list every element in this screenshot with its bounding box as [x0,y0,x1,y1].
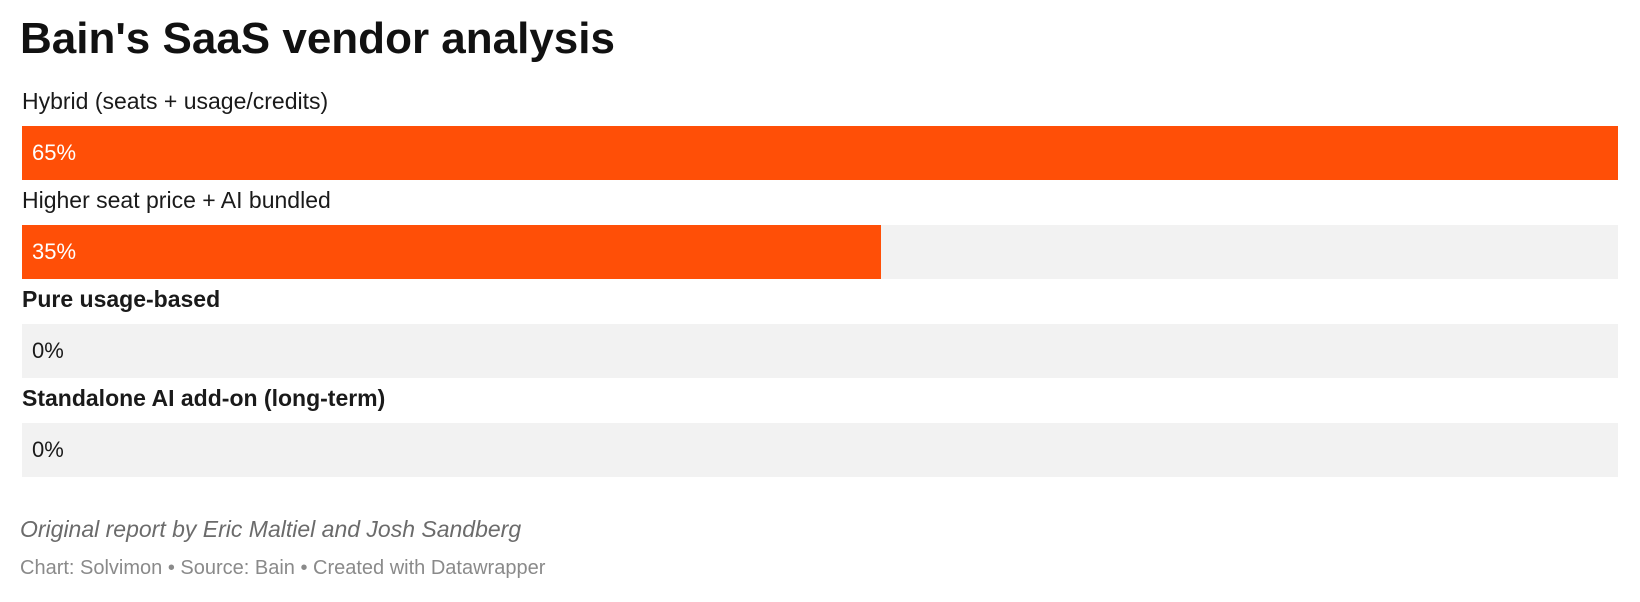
bar-track: 35% [22,225,1618,279]
bar-row: Hybrid (seats + usage/credits) 65% [22,88,1618,187]
value-label: 0% [32,338,64,363]
category-label: Pure usage-based [22,286,221,312]
category-label: Hybrid (seats + usage/credits) [22,88,329,114]
bar-chart: Hybrid (seats + usage/credits) 65% Highe… [22,88,1618,484]
chart-title: Bain's SaaS vendor analysis [20,14,615,63]
bar-track: 65% [22,126,1618,180]
chart-footer: Chart: Solvimon • Source: Bain • Created… [20,557,546,579]
bar-row: Standalone AI add-on (long-term) 0% [22,385,1618,484]
value-label: 65% [32,140,77,165]
category-label: Higher seat price + AI bundled [22,187,331,213]
value-label: 35% [32,239,77,264]
bar-track: 0% [22,324,1618,378]
bar-row: Higher seat price + AI bundled 35% [22,187,1618,286]
chart-notes: Original report by Eric Maltiel and Josh… [20,516,522,542]
bar-fill [22,225,882,279]
bar-fill [22,126,1618,180]
category-label: Standalone AI add-on (long-term) [22,385,386,411]
bar-row: Pure usage-based 0% [22,286,1618,385]
bar-track: 0% [22,423,1618,477]
value-label: 0% [32,437,64,462]
